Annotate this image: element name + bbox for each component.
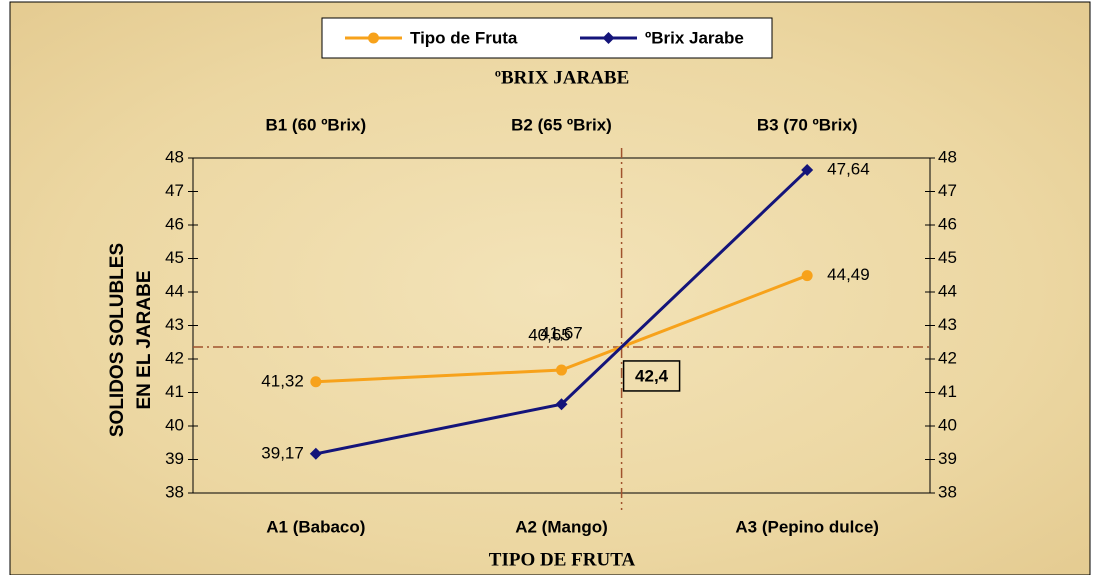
x-tick-label: A1 (Babaco) bbox=[266, 517, 365, 536]
y2-tick-label: 45 bbox=[938, 248, 957, 267]
legend-marker bbox=[368, 32, 379, 44]
x2-tick-label: B3 (70 ºBrix) bbox=[757, 115, 858, 134]
x2-tick-label: B2 (65 ºBrix) bbox=[511, 115, 612, 134]
point bbox=[556, 364, 567, 376]
chart-area bbox=[9, 1, 1091, 575]
data-label: 41,32 bbox=[261, 371, 304, 390]
y-tick-label: 44 bbox=[165, 281, 184, 300]
y-tick-label: 46 bbox=[165, 214, 184, 233]
data-label: 47,64 bbox=[827, 160, 870, 179]
y-tick-label: 45 bbox=[165, 248, 184, 267]
y2-tick-label: 43 bbox=[938, 315, 957, 334]
legend-marker bbox=[602, 32, 615, 44]
x-tick-label: A3 (Pepino dulce) bbox=[735, 517, 879, 536]
x2-tick-label: B1 (60 ºBrix) bbox=[265, 115, 366, 134]
chart-title: ºBRIX JARABE bbox=[495, 67, 630, 88]
y2-tick-label: 44 bbox=[938, 281, 957, 300]
point bbox=[555, 398, 568, 411]
y-tick-label: 48 bbox=[165, 147, 184, 166]
point bbox=[801, 164, 814, 177]
y2-tick-label: 39 bbox=[938, 449, 957, 468]
annotation-box bbox=[622, 360, 681, 392]
y-tick-label: 42 bbox=[165, 348, 184, 367]
y-tick-label: 40 bbox=[165, 415, 184, 434]
point bbox=[309, 447, 322, 460]
legend-label: Tipo de Fruta bbox=[410, 28, 518, 47]
data-label: 44,49 bbox=[827, 265, 870, 284]
y2-tick-label: 42 bbox=[938, 348, 957, 367]
annotation: 42,4 bbox=[635, 366, 669, 385]
y-tick-label: 39 bbox=[165, 449, 184, 468]
y2-tick-label: 41 bbox=[938, 382, 957, 401]
y2-tick-label: 38 bbox=[938, 482, 957, 501]
y2-tick-label: 46 bbox=[938, 214, 957, 233]
y2-tick-label: 40 bbox=[938, 415, 957, 434]
legend-label: ºBrix Jarabe bbox=[645, 28, 744, 47]
point bbox=[310, 376, 322, 388]
y-tick-label: 47 bbox=[165, 181, 184, 200]
legend bbox=[321, 17, 773, 59]
y2-tick-label: 47 bbox=[938, 181, 957, 200]
y-tick-label: 43 bbox=[165, 315, 184, 334]
point bbox=[801, 270, 813, 282]
data-label: 40,65 bbox=[528, 326, 571, 345]
data-label: 41,67 bbox=[540, 324, 583, 343]
y2-tick-label: 48 bbox=[938, 147, 957, 166]
y-axis-title: EN EL JARABE bbox=[134, 270, 155, 409]
x-axis-title: TIPO DE FRUTA bbox=[489, 549, 636, 570]
y-axis-title: SOLIDOS SOLUBLES bbox=[107, 243, 128, 437]
y-tick-label: 41 bbox=[165, 382, 184, 401]
y-tick-label: 38 bbox=[165, 482, 184, 501]
x-tick-label: A2 (Mango) bbox=[515, 517, 608, 536]
data-label: 39,17 bbox=[261, 443, 304, 462]
